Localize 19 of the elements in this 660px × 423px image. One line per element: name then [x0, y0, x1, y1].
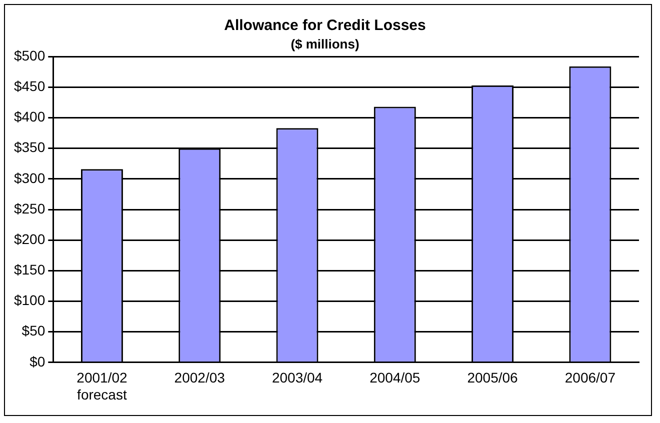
y-tick-label: $200: [14, 230, 46, 247]
x-tick-label: 2002/03: [174, 370, 226, 386]
y-tick-label: $300: [14, 170, 46, 186]
y-tick-label: $500: [14, 47, 46, 64]
x-tick-label: 2004/05: [370, 370, 420, 386]
y-tick-label: $150: [14, 262, 46, 278]
y-tick-label: $250: [14, 200, 46, 216]
y-tick-label: $400: [14, 108, 46, 125]
y-tick-label: $350: [14, 139, 46, 156]
chart-subtitle: ($ millions): [290, 36, 360, 52]
x-tick-label: 2006/07: [564, 370, 616, 386]
y-tick-label: $50: [22, 322, 46, 339]
y-tick-label: $100: [14, 292, 46, 308]
x-tick-label: 2001/02 forecast: [76, 370, 128, 402]
y-tick-label: $0: [30, 353, 46, 370]
x-tick-label: 2003/04: [272, 370, 323, 386]
chart-title: Allowance for Credit Losses: [224, 17, 426, 34]
y-tick-label: $450: [14, 78, 46, 94]
x-tick-label: 2005/06: [467, 370, 518, 386]
